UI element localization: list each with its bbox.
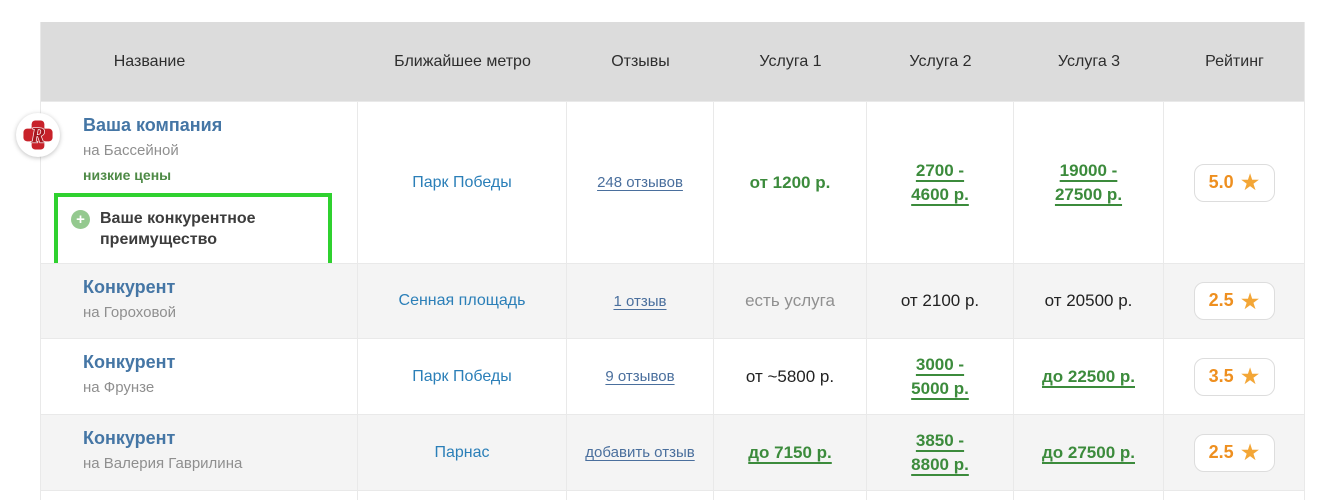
company-address: на Бассейной [83, 142, 179, 159]
service1-link[interactable]: до 7150 р. [748, 442, 832, 462]
service2-link[interactable]: 3000 - 5000 р. [911, 354, 969, 398]
table-row-competitor-2: Конкурент на Фрунзе Парк Победы 9 отзыво… [41, 338, 1304, 414]
add-review-link[interactable]: добавить отзыв [585, 444, 695, 461]
service3-link[interactable]: до 22500 р. [1041, 366, 1135, 386]
service1-value: от 1200 р. [749, 172, 831, 192]
plus-icon: + [71, 210, 90, 229]
column-header-service1: Услуга 1 [759, 52, 822, 70]
advantage-box-label: Ваше конкурентное преимущество [100, 210, 256, 248]
service1-value: есть услуга [745, 291, 835, 311]
service3-link[interactable]: до 27500 р. [1041, 442, 1135, 462]
table-row-partial [41, 490, 1304, 500]
metro-link[interactable]: Сенная площадь [398, 292, 526, 309]
service2-value: от 2100 р. [900, 291, 980, 311]
star-icon: ★ [1239, 363, 1261, 389]
column-header-service3: Услуга 3 [1057, 52, 1121, 70]
column-header-name: Название [113, 52, 186, 70]
metro-link[interactable]: Парнас [434, 443, 490, 461]
column-header-metro: Ближайшее метро [394, 52, 531, 70]
reviews-link[interactable]: 1 отзыв [613, 292, 667, 310]
rating-badge: 3.5 ★ [1193, 357, 1276, 396]
advantage-highlight-box[interactable]: + Ваше конкурентное преимущество [54, 193, 332, 263]
metro-link[interactable]: Парк Победы [412, 173, 512, 191]
company-name-link[interactable]: Ваша компания [83, 115, 223, 135]
company-logo-icon: R [16, 113, 60, 157]
reviews-link[interactable]: 248 отзывов [597, 174, 683, 191]
logo-letter: R [30, 123, 46, 147]
table-row-competitor-3: Конкурент на Валерия Гаврилина Парнас до… [41, 414, 1304, 490]
rating-badge: 5.0 ★ [1193, 163, 1276, 202]
company-name-link[interactable]: Конкурент [83, 277, 176, 297]
company-cell: Конкурент на Валерия Гаврилина [41, 415, 358, 490]
rating-badge: 2.5 ★ [1193, 282, 1276, 320]
rating-badge: 2.5 ★ [1193, 433, 1276, 472]
star-icon: ★ [1239, 169, 1261, 195]
service2-link[interactable]: 2700 - 4600 р. [911, 160, 969, 204]
rating-value: 2.5 [1208, 441, 1234, 462]
company-address: на Валерия Гаврилина [83, 455, 243, 472]
service3-link[interactable]: 19000 - 27500 р. [1054, 160, 1123, 204]
company-advantage: низкие цены [83, 167, 172, 183]
table-row-your-company: Ваша компания на Бассейной низкие цены +… [41, 101, 1304, 263]
metro-link[interactable]: Парк Победы [412, 367, 512, 385]
table-row-competitor-1: Конкурент на Гороховой Сенная площадь 1 … [41, 263, 1304, 338]
rating-value: 2.5 [1208, 290, 1234, 310]
table-header-row: Название Ближайшее метро Отзывы Услуга 1… [41, 22, 1304, 101]
column-header-rating: Рейтинг [1205, 52, 1264, 70]
service3-value: от 20500 р. [1044, 291, 1133, 311]
comparison-table: Название Ближайшее метро Отзывы Услуга 1… [40, 22, 1305, 500]
company-cell: Ваша компания на Бассейной низкие цены +… [41, 102, 358, 263]
rating-value: 5.0 [1208, 171, 1234, 192]
company-address: на Гороховой [83, 304, 176, 321]
star-icon: ★ [1239, 287, 1261, 314]
column-header-reviews: Отзывы [611, 52, 670, 70]
service2-link[interactable]: 3850 - 8800 р. [911, 430, 969, 474]
column-header-service2: Услуга 2 [909, 52, 972, 70]
company-name-link[interactable]: Конкурент [83, 352, 176, 372]
company-cell: Конкурент на Гороховой [41, 264, 358, 338]
reviews-link[interactable]: 9 отзывов [605, 368, 675, 385]
service1-value: от ~5800 р. [745, 366, 835, 386]
star-icon: ★ [1239, 439, 1261, 465]
rating-value: 3.5 [1208, 365, 1234, 386]
company-address: на Фрунзе [83, 379, 155, 396]
company-cell: Конкурент на Фрунзе [41, 339, 358, 414]
company-name-link[interactable]: Конкурент [83, 428, 176, 448]
